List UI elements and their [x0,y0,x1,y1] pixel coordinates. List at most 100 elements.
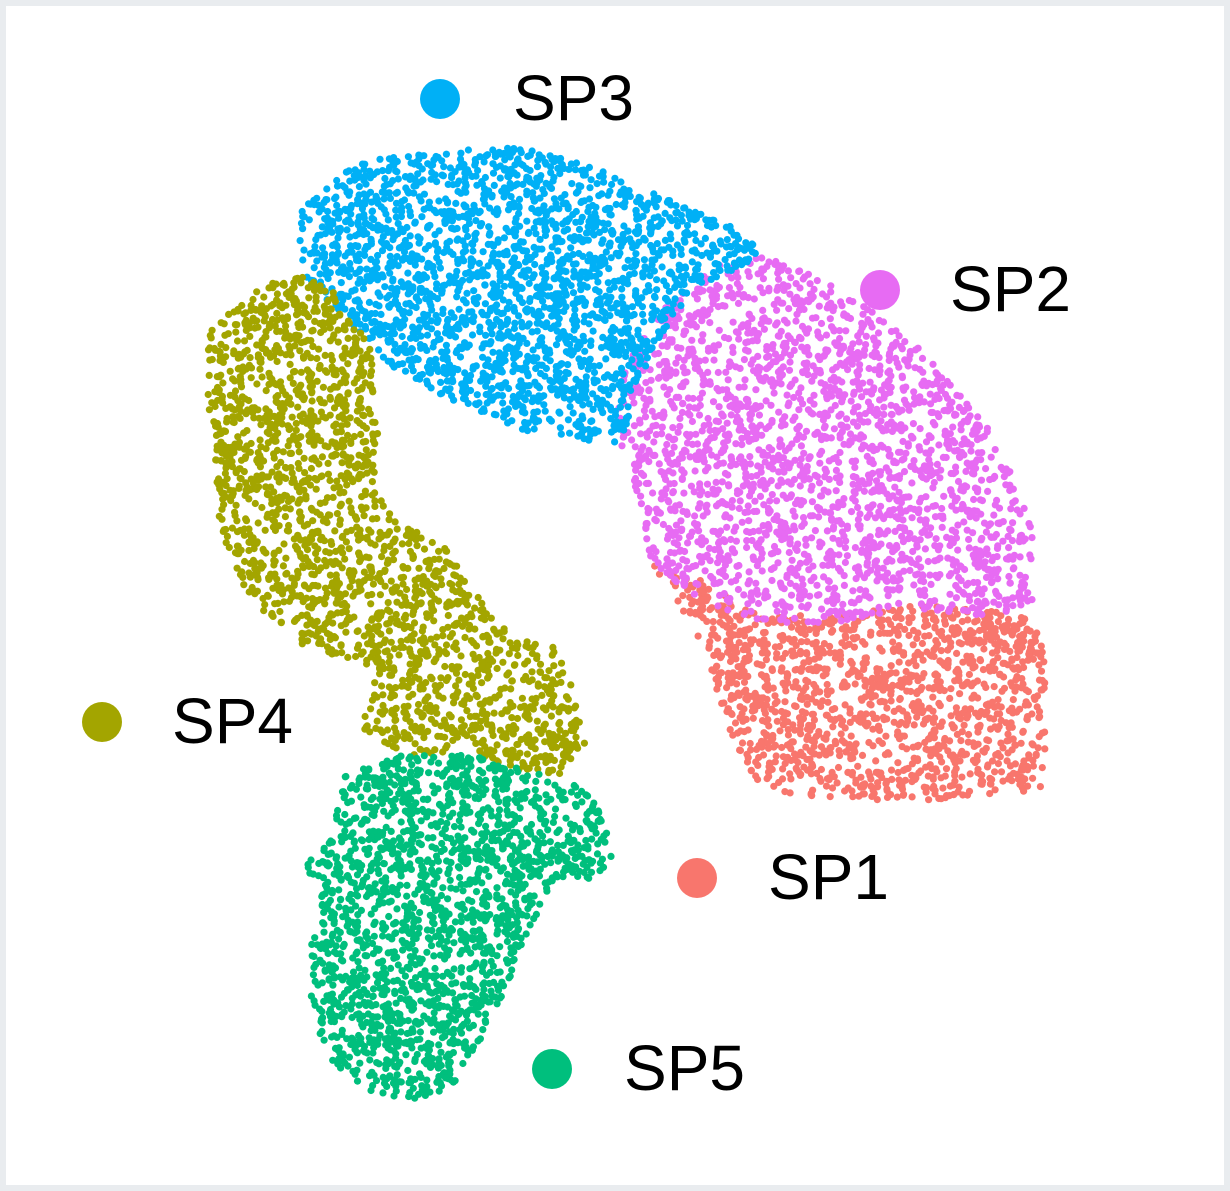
scatter-point [812,314,820,322]
scatter-point [824,698,832,706]
scatter-point [798,343,806,351]
scatter-point [463,289,471,297]
scatter-point [977,456,985,464]
scatter-point [880,679,889,688]
scatter-point [837,410,845,418]
scatter-point [652,203,660,211]
scatter-point [947,486,955,494]
scatter-point [653,509,662,517]
scatter-point [895,622,904,630]
scatter-point [768,705,776,713]
scatter-point [341,252,349,260]
scatter-point [749,636,758,644]
scatter-point [675,393,683,401]
scatter-point [798,575,806,583]
scatter-point [911,346,920,354]
scatter-point [752,745,761,754]
scatter-point [417,178,425,186]
scatter-point [836,660,844,668]
scatter-point [296,237,304,245]
scatter-point [780,634,788,642]
scatter-point [768,765,776,774]
scatter-point [663,440,671,449]
scatter-point [744,323,752,331]
scatter-point [437,378,445,386]
scatter-point [858,393,866,401]
scatter-point [908,479,916,487]
scatter-point [822,293,831,301]
scatter-point [860,487,869,495]
scatter-point [756,639,764,648]
scatter-point [772,601,780,609]
scatter-point [710,356,718,364]
scatter-point [395,360,403,368]
scatter-point [666,480,674,488]
scatter-point [938,504,946,513]
scatter-point [919,473,927,482]
scatter-point [493,308,501,316]
scatter-point [961,705,969,713]
scatter-point [1018,584,1026,593]
scatter-point [899,437,907,446]
scatter-point [392,189,400,197]
scatter-point [802,558,811,566]
scatter-point [800,519,808,527]
scatter-point [869,725,877,733]
scatter-point [660,469,668,477]
scatter-point [842,327,850,335]
scatter-point [853,633,861,642]
scatter-point [794,540,802,548]
scatter-point [763,775,771,783]
scatter-point [732,655,740,663]
scatter-point [806,747,814,755]
scatter-point [930,782,938,791]
scatter-point [797,638,806,646]
scatter-point [1031,695,1039,704]
scatter-point [785,366,794,374]
scatter-point [974,579,982,587]
scatter-point [741,609,749,617]
scatter-point [991,501,999,509]
scatter-point [917,600,926,608]
scatter-point [651,413,659,421]
scatter-point [718,652,726,660]
scatter-point [899,649,908,657]
scatter-point [662,374,670,382]
scatter-point [855,338,863,346]
scatter-point [773,306,781,314]
scatter-point [593,377,601,385]
scatter-point [1017,739,1025,747]
scatter-point [678,474,686,482]
scatter-point [323,185,331,193]
scatter-point [807,577,815,585]
scatter-point [741,376,749,384]
scatter-point [957,426,965,434]
scatter-point [825,457,833,465]
scatter-point [957,577,965,585]
scatter-point [947,535,955,543]
scatter-point [856,586,864,594]
scatter-point [773,286,781,294]
scatter-point [756,284,764,292]
scatter-point [960,451,968,459]
scatter-point [946,694,954,703]
scatter-point [952,463,960,471]
scatter-point [1002,605,1011,613]
scatter-point [859,310,867,318]
scatter-point [804,406,813,414]
scatter-point [892,614,900,622]
scatter-point [779,262,788,270]
scatter-point [975,585,983,593]
scatter-point [838,398,846,406]
scatter-point [994,542,1002,550]
scatter-point [852,457,860,465]
scatter-point [1036,783,1044,791]
scatter-point [755,411,764,419]
scatter-point [777,581,785,589]
scatter-point [692,430,700,438]
scatter-point [965,670,974,679]
scatter-point [802,541,810,549]
scatter-point [902,507,910,515]
scatter-point [481,173,489,182]
scatter-point [839,361,847,369]
